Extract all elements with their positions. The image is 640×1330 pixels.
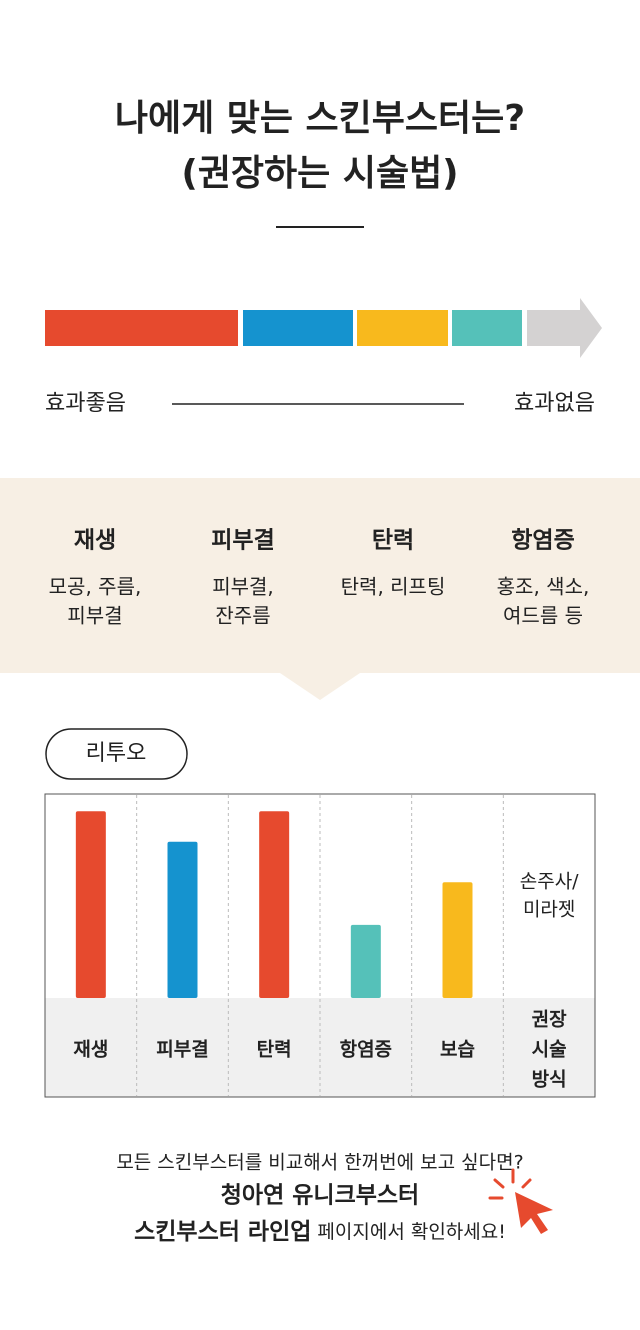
effect-title: 재생 [74,528,116,554]
effect-desc: 잔주름 [215,604,270,628]
footer-title: 청아연 유니크부스터 [221,1183,419,1209]
effect-title: 피부결 [211,528,274,554]
bar [75,811,106,998]
footer-text: 스킨부스터 라인업 페이지에서 확인하세요! [134,1219,506,1245]
effects-panel [0,478,640,673]
scale-segment [452,310,522,346]
method-note: 미라젯 [523,899,575,921]
x-tick-label: 보습 [440,1039,475,1061]
scale-segment [357,310,448,346]
cursor-icon [488,1168,553,1234]
effect-desc: 모공, 주름, [49,575,142,599]
footer-link: 스킨부스터 라인업 [134,1219,311,1245]
effect-desc: 홍조, 색소, [497,575,590,599]
product-pill [45,728,188,780]
effect-scale [45,298,602,358]
effect-title: 항염증 [511,528,574,554]
effect-desc: 탄력, 리프팅 [341,575,446,599]
effect-title: 탄력 [372,528,414,554]
bar [442,882,473,998]
effect-desc: 피부결, [212,575,274,599]
effect-desc: 여드름 등 [503,604,583,628]
x-tick-label: 피부결 [156,1039,208,1061]
scale-label: 효과좋음 [45,391,126,416]
scale-label: 효과없음 [514,391,595,416]
scale-arrow [527,298,602,358]
method-header: 방식 [532,1069,567,1091]
footer-text: 모든 스킨부스터를 비교해서 한꺼번에 보고 싶다면? [116,1152,523,1174]
panel-pointer [280,673,360,700]
bar [167,841,198,998]
x-tick-label: 항염증 [340,1039,392,1061]
scale-segment [45,310,238,346]
effect-desc: 피부결 [67,604,122,628]
footer-text: 페이지에서 확인하세요! [317,1221,505,1243]
scale-segment [243,310,353,346]
x-tick-label: 탄력 [257,1039,292,1061]
method-note: 손주사/ [520,871,579,893]
bar [259,811,290,998]
bar [350,924,381,998]
method-header: 시술 [532,1039,567,1061]
title: (권장하는 시술법) [181,153,458,194]
method-header: 권장 [532,1009,567,1031]
product-name: 리투오 [86,741,147,766]
title: 나에게 맞는 스킨부스터는? [115,98,525,139]
x-tick-label: 재생 [73,1039,108,1061]
